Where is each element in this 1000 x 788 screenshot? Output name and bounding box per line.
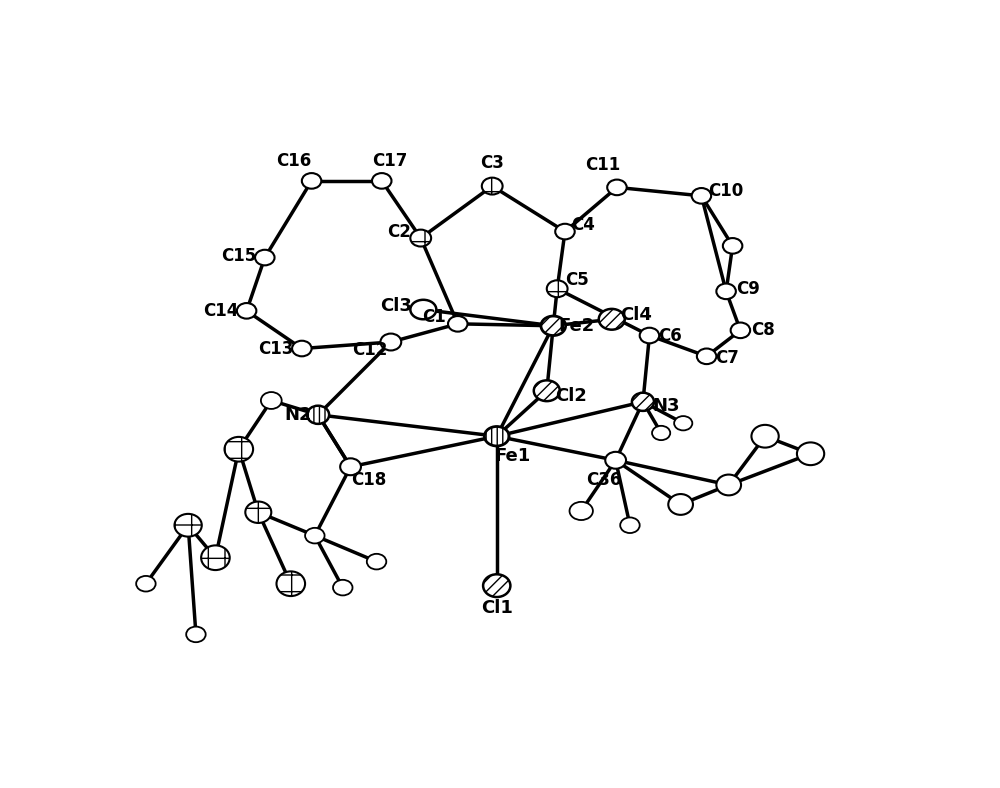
Ellipse shape: [723, 238, 742, 254]
Text: C36: C36: [586, 470, 622, 489]
Text: Cl4: Cl4: [621, 306, 652, 324]
Ellipse shape: [692, 188, 711, 203]
Ellipse shape: [570, 502, 593, 520]
Ellipse shape: [599, 309, 625, 329]
Ellipse shape: [245, 501, 271, 523]
Ellipse shape: [340, 459, 361, 475]
Ellipse shape: [410, 229, 431, 247]
Ellipse shape: [237, 303, 256, 318]
Text: C12: C12: [352, 341, 388, 359]
Ellipse shape: [547, 281, 568, 297]
Text: Fe1: Fe1: [495, 447, 531, 465]
Text: C2: C2: [387, 222, 411, 240]
Ellipse shape: [255, 250, 275, 266]
Ellipse shape: [292, 340, 312, 356]
Text: C18: C18: [351, 470, 386, 489]
Text: C15: C15: [221, 247, 256, 266]
Text: C7: C7: [715, 349, 739, 367]
Ellipse shape: [261, 392, 282, 409]
Text: C13: C13: [258, 340, 294, 358]
Text: C6: C6: [658, 326, 682, 344]
Text: C17: C17: [372, 152, 407, 170]
Ellipse shape: [380, 333, 401, 351]
Ellipse shape: [186, 626, 206, 642]
Ellipse shape: [448, 316, 468, 332]
Text: C14: C14: [203, 302, 238, 320]
Ellipse shape: [605, 452, 626, 469]
Ellipse shape: [484, 426, 509, 446]
Ellipse shape: [225, 437, 253, 462]
Ellipse shape: [276, 571, 305, 596]
Ellipse shape: [136, 576, 156, 592]
Ellipse shape: [652, 426, 670, 440]
Ellipse shape: [668, 494, 693, 515]
Ellipse shape: [797, 442, 824, 465]
Ellipse shape: [305, 528, 325, 544]
Ellipse shape: [534, 381, 560, 401]
Text: Cl2: Cl2: [556, 387, 587, 405]
Ellipse shape: [541, 316, 566, 336]
Ellipse shape: [367, 554, 386, 570]
Ellipse shape: [483, 574, 510, 597]
Ellipse shape: [640, 328, 659, 344]
Text: C3: C3: [480, 154, 504, 173]
Text: N3: N3: [652, 396, 679, 414]
Ellipse shape: [333, 580, 353, 596]
Ellipse shape: [674, 416, 692, 430]
Ellipse shape: [632, 392, 654, 411]
Ellipse shape: [482, 177, 503, 195]
Ellipse shape: [302, 173, 321, 188]
Ellipse shape: [410, 299, 436, 319]
Text: C9: C9: [736, 280, 760, 298]
Text: C16: C16: [276, 152, 311, 170]
Ellipse shape: [716, 474, 741, 496]
Text: C1: C1: [422, 308, 446, 326]
Text: N2: N2: [285, 406, 312, 424]
Ellipse shape: [607, 180, 627, 195]
Ellipse shape: [372, 173, 391, 188]
Ellipse shape: [555, 224, 575, 240]
Text: C5: C5: [565, 271, 589, 289]
Ellipse shape: [697, 348, 716, 364]
Ellipse shape: [620, 518, 640, 533]
Text: Cl3: Cl3: [380, 297, 412, 315]
Text: C11: C11: [585, 156, 620, 174]
Ellipse shape: [716, 284, 736, 299]
Text: C10: C10: [708, 182, 744, 200]
Text: Cl1: Cl1: [481, 600, 513, 618]
Ellipse shape: [731, 322, 750, 338]
Text: C8: C8: [751, 322, 775, 340]
Ellipse shape: [174, 514, 202, 537]
Ellipse shape: [751, 425, 779, 448]
Ellipse shape: [307, 406, 329, 424]
Text: C4: C4: [571, 216, 595, 234]
Ellipse shape: [201, 545, 230, 570]
Text: Fe2: Fe2: [559, 317, 595, 335]
